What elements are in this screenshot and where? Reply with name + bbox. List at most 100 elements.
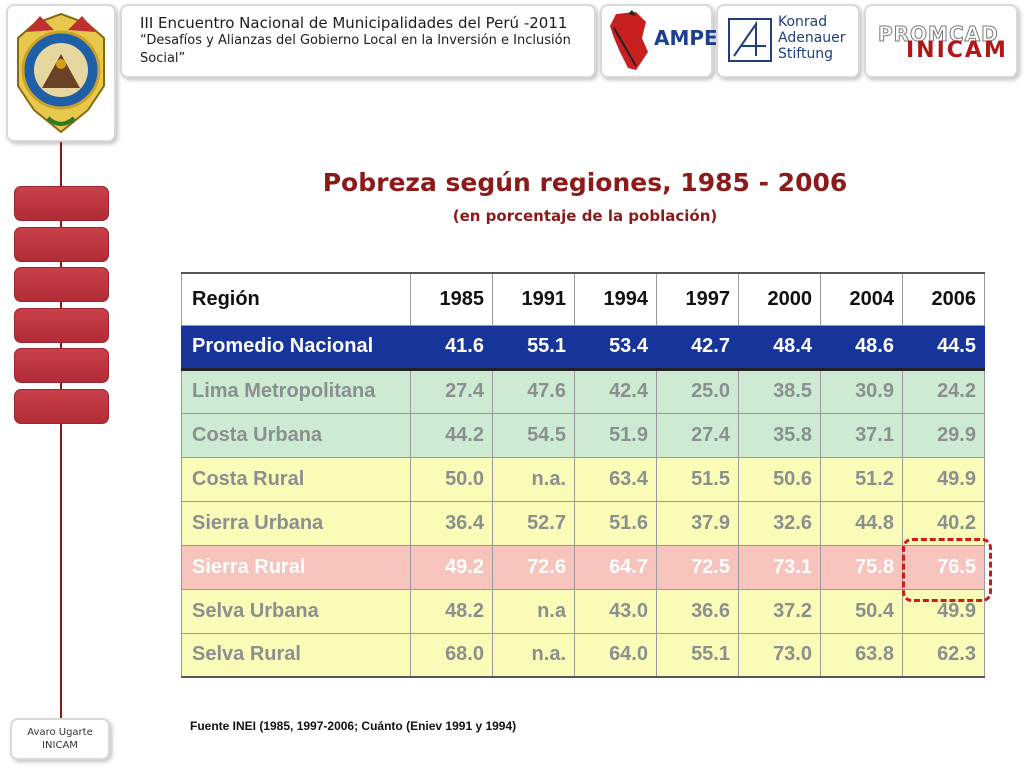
sidebar-button-5[interactable] <box>14 348 109 383</box>
ampe-label: AMPE <box>654 26 718 50</box>
value-cell: 68.0 <box>410 632 493 678</box>
value-cell: 32.6 <box>738 500 821 546</box>
column-header: 1994 <box>574 272 657 326</box>
table-row: Promedio Nacional 41.6 55.1 53.4 42.7 48… <box>181 324 985 371</box>
value-cell: 36.4 <box>410 500 493 546</box>
value-cell: 64.0 <box>574 632 657 678</box>
value-cell: 44.8 <box>820 500 903 546</box>
column-header: Región <box>181 272 411 326</box>
value-cell: 52.7 <box>492 500 575 546</box>
value-cell: 44.2 <box>410 412 493 458</box>
author-footer-card: Avaro Ugarte INICAM <box>10 718 110 760</box>
conference-title: III Encuentro Nacional de Municipalidade… <box>140 14 568 32</box>
author-name: Avaro Ugarte <box>27 727 93 738</box>
inicam-label: INICAM <box>906 38 1008 63</box>
kas-line-3: Stiftung <box>778 46 834 62</box>
column-header: 2004 <box>820 272 903 326</box>
sidebar-button-1[interactable] <box>14 186 109 221</box>
value-cell: 55.1 <box>492 324 575 371</box>
kas-logo-icon <box>728 18 772 62</box>
column-header: 2006 <box>902 272 985 326</box>
value-cell: 48.6 <box>820 324 903 371</box>
kas-logo-card: Konrad Adenauer Stiftung <box>716 4 860 78</box>
value-cell: 48.4 <box>738 324 821 371</box>
value-cell: 35.8 <box>738 412 821 458</box>
table-row: Sierra Rural 49.2 72.6 64.7 72.5 73.1 75… <box>181 544 985 590</box>
value-cell: 44.5 <box>902 324 985 371</box>
region-cell: Sierra Urbana <box>181 500 411 546</box>
kas-line-1: Konrad <box>778 14 828 30</box>
value-cell: 51.9 <box>574 412 657 458</box>
column-header: 1985 <box>410 272 493 326</box>
value-cell: 63.4 <box>574 456 657 502</box>
sidebar-button-4[interactable] <box>14 308 109 343</box>
value-cell: 73.0 <box>738 632 821 678</box>
coat-of-arms-card <box>6 4 116 142</box>
value-cell: n.a <box>492 588 575 634</box>
value-cell: 50.0 <box>410 456 493 502</box>
slide-subtitle: (en porcentaje de la población) <box>452 207 718 225</box>
value-cell: 27.4 <box>656 412 739 458</box>
value-cell: 51.2 <box>820 456 903 502</box>
value-cell: 41.6 <box>410 324 493 371</box>
value-cell: n.a. <box>492 632 575 678</box>
column-header: 1997 <box>656 272 739 326</box>
value-cell: 63.8 <box>820 632 903 678</box>
value-cell: 29.9 <box>902 412 985 458</box>
value-cell: 42.7 <box>656 324 739 371</box>
sidebar-vertical-line <box>60 142 62 186</box>
value-cell: 50.4 <box>820 588 903 634</box>
value-cell: 36.6 <box>656 588 739 634</box>
value-cell: 64.7 <box>574 544 657 590</box>
author-org: INICAM <box>42 740 78 751</box>
value-cell: 62.3 <box>902 632 985 678</box>
value-cell: n.a. <box>492 456 575 502</box>
table-row: Costa Urbana 44.2 54.5 51.9 27.4 35.8 37… <box>181 412 985 458</box>
value-cell: 30.9 <box>820 368 903 414</box>
value-cell: 42.4 <box>574 368 657 414</box>
value-cell: 54.5 <box>492 412 575 458</box>
value-cell: 72.6 <box>492 544 575 590</box>
table-row: Costa Rural 50.0 n.a. 63.4 51.5 50.6 51.… <box>181 456 985 502</box>
value-cell: 73.1 <box>738 544 821 590</box>
sidebar-button-2[interactable] <box>14 227 109 262</box>
sidebar-vertical-line <box>60 424 62 720</box>
value-cell: 27.4 <box>410 368 493 414</box>
table-row: Selva Rural 68.0 n.a. 64.0 55.1 73.0 63.… <box>181 632 985 678</box>
conference-title-card: III Encuentro Nacional de Municipalidade… <box>120 4 596 78</box>
peru-map-icon <box>610 10 648 70</box>
value-cell: 43.0 <box>574 588 657 634</box>
region-cell: Selva Urbana <box>181 588 411 634</box>
value-cell: 24.2 <box>902 368 985 414</box>
value-cell: 55.1 <box>656 632 739 678</box>
promcad-inicam-logo-card: PROMCAD INICAM <box>864 4 1018 78</box>
value-cell: 49.9 <box>902 456 985 502</box>
region-cell: Sierra Rural <box>181 544 411 590</box>
column-header: 2000 <box>738 272 821 326</box>
sidebar-button-6[interactable] <box>14 389 109 424</box>
region-cell: Lima Metropolitana <box>181 368 411 414</box>
value-cell: 37.1 <box>820 412 903 458</box>
table-row: Lima Metropolitana 27.4 47.6 42.4 25.0 3… <box>181 368 985 414</box>
value-cell: 37.9 <box>656 500 739 546</box>
value-cell: 49.2 <box>410 544 493 590</box>
value-cell: 47.6 <box>492 368 575 414</box>
value-cell: 48.2 <box>410 588 493 634</box>
sidebar-button-3[interactable] <box>14 267 109 302</box>
value-cell: 51.5 <box>656 456 739 502</box>
region-cell: Costa Rural <box>181 456 411 502</box>
region-cell: Costa Urbana <box>181 412 411 458</box>
table-row: Sierra Urbana 36.4 52.7 51.6 37.9 32.6 4… <box>181 500 985 546</box>
highlight-box <box>902 538 992 602</box>
value-cell: 72.5 <box>656 544 739 590</box>
value-cell: 50.6 <box>738 456 821 502</box>
column-header: 1991 <box>492 272 575 326</box>
coat-of-arms-icon <box>17 12 105 134</box>
source-note: Fuente INEI (1985, 1997-2006; Cuánto (En… <box>190 719 517 733</box>
table-header-row: Región 1985 1991 1994 1997 2000 2004 200… <box>181 272 985 326</box>
table-row: Selva Urbana 48.2 n.a 43.0 36.6 37.2 50.… <box>181 588 985 634</box>
value-cell: 25.0 <box>656 368 739 414</box>
value-cell: 37.2 <box>738 588 821 634</box>
poverty-table: Región 1985 1991 1994 1997 2000 2004 200… <box>181 272 985 678</box>
region-cell: Promedio Nacional <box>181 324 411 371</box>
